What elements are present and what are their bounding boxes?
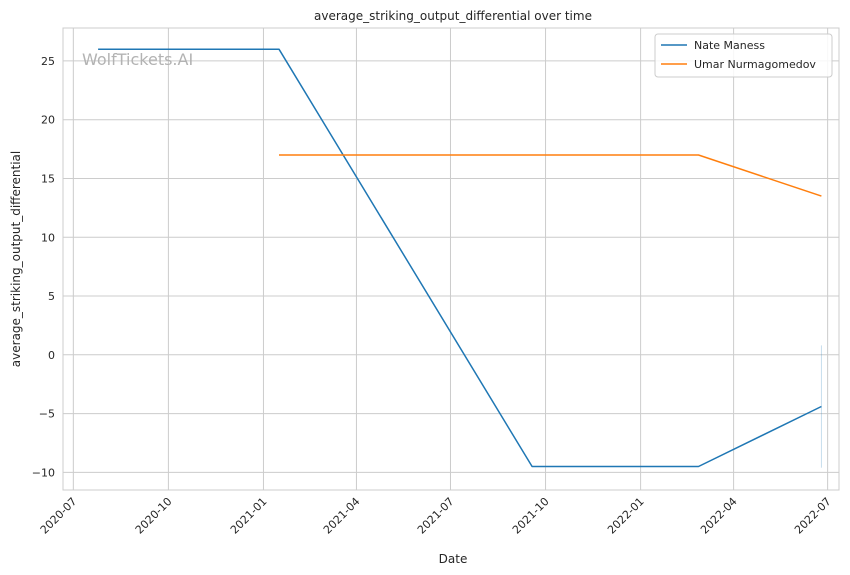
- y-tick-label: −10: [32, 466, 55, 479]
- y-tick-label: 15: [41, 172, 55, 185]
- y-axis-ticks: 25 20 15 10 5 0 −5 −10: [32, 55, 55, 479]
- y-tick-label: 0: [48, 349, 55, 362]
- legend-label-nate-maness: Nate Maness: [694, 39, 765, 52]
- legend-box: [654, 33, 833, 78]
- y-tick-label: 10: [41, 231, 55, 244]
- y-tick-label: 20: [41, 114, 55, 127]
- chart-title: average_striking_output_differential ove…: [314, 9, 592, 23]
- x-axis-label: Date: [439, 552, 468, 566]
- gridlines: [63, 28, 839, 490]
- y-tick-label: 25: [41, 55, 55, 68]
- legend: Nate Maness Umar Nurmagomedov: [654, 33, 833, 78]
- series-line-umar-nurmagomedov: [279, 154, 822, 197]
- plot-frame: [62, 27, 840, 491]
- y-axis-label: average_striking_output_differential: [9, 151, 23, 367]
- y-tick-label: −5: [39, 408, 55, 421]
- y-tick-label: 5: [48, 290, 55, 303]
- watermark: WolfTickets.AI: [82, 50, 193, 69]
- legend-label-umar-nurmagomedov: Umar Nurmagomedov: [694, 58, 816, 71]
- series-layer: [98, 48, 822, 468]
- series-line-nate-maness: [98, 48, 822, 468]
